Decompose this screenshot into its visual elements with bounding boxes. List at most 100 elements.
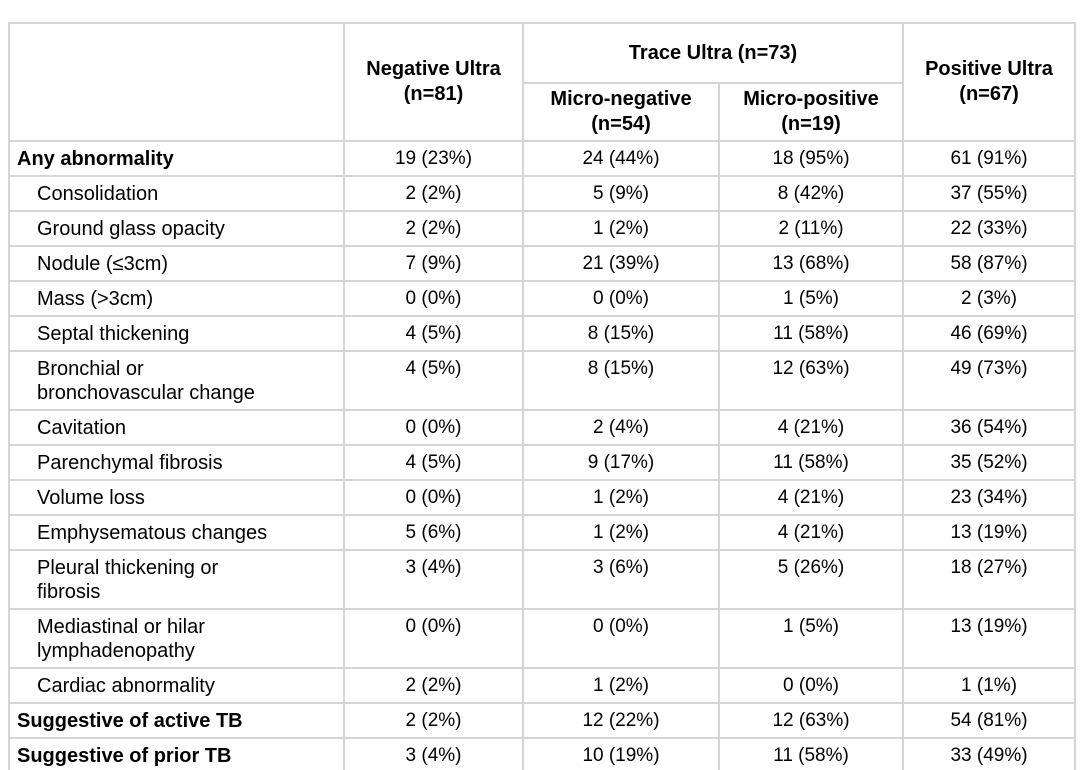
cell-value: 3 (6%) — [522, 549, 720, 610]
cell-value: 11 (58%) — [717, 737, 905, 770]
cell-value: 18 (95%) — [717, 140, 905, 177]
cell-value: 2 (4%) — [522, 409, 720, 446]
table-row-consolidation: Consolidation 2 (2%) 5 (9%) 8 (42%) 37 (… — [8, 175, 1077, 212]
cell-value: 1 (2%) — [522, 667, 720, 704]
cell-value: 4 (21%) — [717, 514, 905, 551]
table-row-ground-glass-opacity: Ground glass opacity 2 (2%) 1 (2%) 2 (11… — [8, 210, 1077, 247]
cell-value: 0 (0%) — [343, 409, 524, 446]
row-label: Bronchial or bronchovascular change — [8, 350, 345, 411]
cell-value: 4 (5%) — [343, 444, 524, 481]
table-row-suggestive-active-tb: Suggestive of active TB 2 (2%) 12 (22%) … — [8, 702, 1077, 739]
header-row-group: Negative Ultra (n=81) Trace Ultra (n=73)… — [8, 22, 1077, 142]
cell-value: 4 (5%) — [343, 350, 524, 411]
table-row-cavitation: Cavitation 0 (0%) 2 (4%) 4 (21%) 36 (54%… — [8, 409, 1077, 446]
cell-value: 61 (91%) — [902, 140, 1077, 177]
column-header-micro-negative: Micro-negative (n=54) — [522, 82, 720, 142]
cell-value: 8 (15%) — [522, 350, 720, 411]
cell-value: 1 (5%) — [717, 280, 905, 317]
table-row-any-abnormality: Any abnormality 19 (23%) 24 (44%) 18 (95… — [8, 140, 1077, 177]
cell-value: 11 (58%) — [717, 444, 905, 481]
row-label: Volume loss — [8, 479, 345, 516]
column-header-positive-ultra: Positive Ultra (n=67) — [902, 22, 1077, 142]
cell-value: 36 (54%) — [902, 409, 1077, 446]
row-label: Pleural thickening or fibrosis — [8, 549, 345, 610]
cell-value: 23 (34%) — [902, 479, 1077, 516]
cell-value: 54 (81%) — [902, 702, 1077, 739]
ct-findings-table: Negative Ultra (n=81) Trace Ultra (n=73)… — [8, 22, 1077, 770]
cell-value: 2 (11%) — [717, 210, 905, 247]
cell-value: 37 (55%) — [902, 175, 1077, 212]
table-row-suggestive-prior-tb: Suggestive of prior TB 3 (4%) 10 (19%) 1… — [8, 737, 1077, 770]
table-row-lymphadenopathy: Mediastinal or hilar lymphadenopathy 0 (… — [8, 608, 1077, 669]
cell-value: 12 (63%) — [717, 350, 905, 411]
row-label: Parenchymal fibrosis — [8, 444, 345, 481]
cell-value: 1 (5%) — [717, 608, 905, 669]
cell-value: 58 (87%) — [902, 245, 1077, 282]
cell-value: 24 (44%) — [522, 140, 720, 177]
cell-value: 13 (19%) — [902, 514, 1077, 551]
row-label: Suggestive of prior TB — [8, 737, 345, 770]
cell-value: 2 (3%) — [902, 280, 1077, 317]
cell-value: 49 (73%) — [902, 350, 1077, 411]
cell-value: 46 (69%) — [902, 315, 1077, 352]
cell-value: 0 (0%) — [343, 608, 524, 669]
row-label: Any abnormality — [8, 140, 345, 177]
cell-value: 8 (15%) — [522, 315, 720, 352]
row-label: Mediastinal or hilar lymphadenopathy — [8, 608, 345, 669]
cell-value: 2 (2%) — [343, 210, 524, 247]
table-row-bronchial-change: Bronchial or bronchovascular change 4 (5… — [8, 350, 1077, 411]
table-row-nodule: Nodule (≤3cm) 7 (9%) 21 (39%) 13 (68%) 5… — [8, 245, 1077, 282]
cell-value: 1 (1%) — [902, 667, 1077, 704]
cell-value: 33 (49%) — [902, 737, 1077, 770]
column-header-negative-ultra: Negative Ultra (n=81) — [343, 22, 524, 142]
cell-value: 35 (52%) — [902, 444, 1077, 481]
cell-value: 8 (42%) — [717, 175, 905, 212]
cell-value: 4 (21%) — [717, 479, 905, 516]
cell-value: 0 (0%) — [717, 667, 905, 704]
row-label: Suggestive of active TB — [8, 702, 345, 739]
row-label: Mass (>3cm) — [8, 280, 345, 317]
table-header: Negative Ultra (n=81) Trace Ultra (n=73)… — [8, 22, 1077, 142]
table-row-parenchymal-fibrosis: Parenchymal fibrosis 4 (5%) 9 (17%) 11 (… — [8, 444, 1077, 481]
table-row-mass: Mass (>3cm) 0 (0%) 0 (0%) 1 (5%) 2 (3%) — [8, 280, 1077, 317]
cell-value: 1 (2%) — [522, 514, 720, 551]
column-group-header-trace-ultra: Trace Ultra (n=73) — [521, 22, 905, 84]
table-row-septal-thickening: Septal thickening 4 (5%) 8 (15%) 11 (58%… — [8, 315, 1077, 352]
row-label: Emphysematous changes — [8, 514, 345, 551]
cell-value: 9 (17%) — [522, 444, 720, 481]
cell-value: 0 (0%) — [343, 280, 524, 317]
cell-value: 2 (2%) — [343, 175, 524, 212]
cell-value: 2 (2%) — [343, 702, 524, 739]
row-label: Consolidation — [8, 175, 345, 212]
cell-value: 18 (27%) — [902, 549, 1077, 610]
cell-value: 11 (58%) — [717, 315, 905, 352]
cell-value: 13 (19%) — [902, 608, 1077, 669]
table-body: Any abnormality 19 (23%) 24 (44%) 18 (95… — [8, 140, 1077, 770]
table-row-emphysematous-changes: Emphysematous changes 5 (6%) 1 (2%) 4 (2… — [8, 514, 1077, 551]
cell-value: 13 (68%) — [717, 245, 905, 282]
table-row-volume-loss: Volume loss 0 (0%) 1 (2%) 4 (21%) 23 (34… — [8, 479, 1077, 516]
cell-value: 7 (9%) — [343, 245, 524, 282]
cell-value: 5 (9%) — [522, 175, 720, 212]
cell-value: 1 (2%) — [522, 210, 720, 247]
table-row-cardiac-abnormality: Cardiac abnormality 2 (2%) 1 (2%) 0 (0%)… — [8, 667, 1077, 704]
cell-value: 1 (2%) — [522, 479, 720, 516]
cell-value: 21 (39%) — [522, 245, 720, 282]
row-label: Nodule (≤3cm) — [8, 245, 345, 282]
row-label: Cardiac abnormality — [8, 667, 345, 704]
column-header-micro-positive: Micro-positive (n=19) — [717, 82, 905, 142]
cell-value: 4 (21%) — [717, 409, 905, 446]
row-label: Septal thickening — [8, 315, 345, 352]
corner-header-cell — [8, 22, 345, 142]
row-label: Ground glass opacity — [8, 210, 345, 247]
table-row-pleural-thickening: Pleural thickening or fibrosis 3 (4%) 3 … — [8, 549, 1077, 610]
cell-value: 2 (2%) — [343, 667, 524, 704]
cell-value: 0 (0%) — [522, 280, 720, 317]
cell-value: 19 (23%) — [343, 140, 524, 177]
cell-value: 12 (22%) — [522, 702, 720, 739]
cell-value: 0 (0%) — [522, 608, 720, 669]
cell-value: 12 (63%) — [717, 702, 905, 739]
cell-value: 4 (5%) — [343, 315, 524, 352]
cell-value: 3 (4%) — [343, 737, 524, 770]
